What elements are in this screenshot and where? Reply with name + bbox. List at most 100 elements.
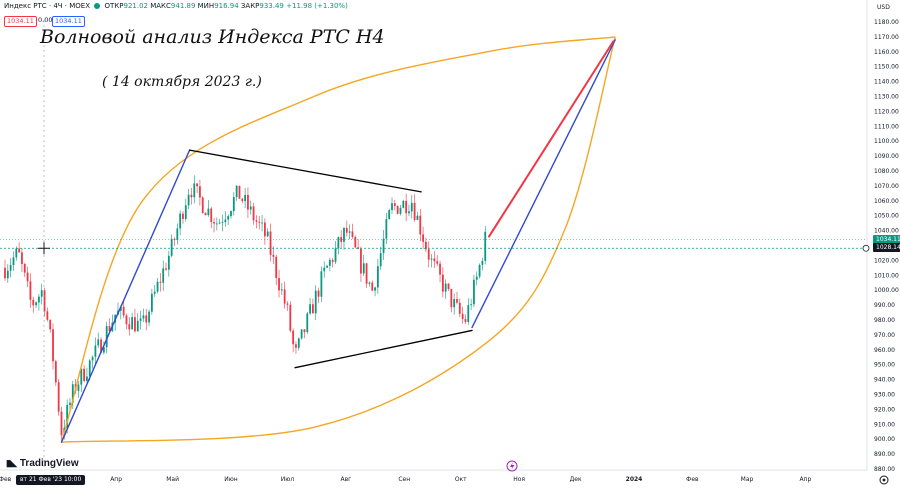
time-axis[interactable]: Фев Апр Май Июн Июл Авг Сен Окт Ноя Дек 2024 Фев Мар… [0,476,811,483]
candle-body [29,281,32,300]
y-tick-label: 960.00 [874,347,895,354]
candle-body [35,302,37,306]
candle-body [224,219,227,223]
candle-body [320,271,323,297]
y-tick-label: 910.00 [874,421,895,428]
candle-body [391,203,393,211]
candle-body [21,252,23,265]
candle-body [292,330,295,345]
candle-body [425,241,427,250]
candle-body [289,304,292,331]
candle-body [433,258,436,262]
gear-icon[interactable] [879,475,889,485]
low-value: 916.94 [214,2,239,10]
y-tick-label: 1170.00 [874,34,899,41]
chart-subtitle[interactable]: ( 14 октября 2023 г.) [102,74,262,90]
candle-body [334,248,337,262]
y-tick-label: 1180.00 [874,19,899,26]
candle-body [314,290,317,314]
candle-body [221,222,224,223]
x-tick-label: Апр [799,476,811,483]
tradingview-logo-icon: ▮◣ [6,458,17,468]
candle-body [331,259,334,262]
orange-lower-curve [61,36,616,443]
candle-body [156,281,159,292]
candle-body [340,237,343,242]
symbol-name[interactable]: Индекс РТС · 4Ч · MOEX [4,2,91,10]
candle-body [283,289,286,304]
candle-body [201,197,204,213]
candle-body [37,296,40,303]
candle-body [461,313,464,320]
candle-body [184,205,187,219]
tradingview-logo[interactable]: ▮◣ TradingView [6,458,79,469]
x-tick-label: Дек [570,476,582,483]
y-tick-label: 1100.00 [874,138,899,145]
candle-body [43,290,46,312]
candle-body [323,267,326,272]
y-tick-label: 990.00 [874,302,895,309]
candle-body [408,211,410,214]
candle-body [227,216,230,220]
currency-label[interactable]: USD [877,4,890,11]
orange-upper-curve [60,36,616,443]
candle-body [416,215,419,220]
low-label: МИН [197,2,215,10]
add-alert-icon [862,244,870,252]
candle-body [306,313,309,333]
settings-gear[interactable] [879,475,889,485]
candle-body [326,265,328,268]
candle-body [153,291,156,294]
candle-body [182,213,184,219]
candle-body [150,293,153,312]
event-flag[interactable] [506,460,518,472]
candle-body [456,299,458,303]
candle-body [131,317,134,330]
candle-body [148,311,150,323]
drawings-layer [60,36,616,443]
candle-body [102,347,105,353]
candle-body [458,302,461,314]
triangle-lower-line [294,329,473,369]
candle-body [12,257,15,266]
y-tick-label: 1160.00 [874,49,899,56]
candle-body [473,279,475,305]
open-label: ОТКР [104,2,124,10]
sell-price-button[interactable]: 1034.11 [4,16,37,27]
candle-body [470,304,473,306]
candle-body [207,208,210,216]
candle-body [145,315,148,323]
candle-body [57,382,60,412]
candle-body [405,200,408,214]
price-axis[interactable]: 1180.00 1170.00 1160.00 1150.00 1140.00 1130.… [874,19,899,473]
candle-body [467,305,470,322]
candle-body [382,238,385,254]
candle-body [427,249,430,260]
candle-body [136,320,139,332]
candle-body [410,202,413,212]
candle-body [91,356,94,361]
chart-title[interactable]: Волновой анализ Индекса РТС Н4 [40,26,385,48]
candle-body [210,208,213,223]
candle-body [343,227,345,242]
buy-price-button[interactable]: 1034.11 [52,16,85,27]
candle-body [388,210,391,220]
candle-body [23,264,26,273]
candle-body [297,338,300,348]
candle-body [396,205,399,214]
candle-body [385,219,388,239]
candle-body [80,368,83,385]
candle-body [249,206,252,210]
candle-body [15,248,18,258]
candle-body [244,194,247,202]
candle-body [83,368,85,381]
candle-body [139,318,142,321]
candle-body [444,283,447,292]
market-status-icon [94,3,101,9]
y-tick-label: 1020.00 [874,257,899,264]
x-tick-label: Авг [340,476,351,483]
x-tick-label: Июл [281,476,295,483]
candle-body [230,211,232,217]
candle-body [232,197,235,212]
